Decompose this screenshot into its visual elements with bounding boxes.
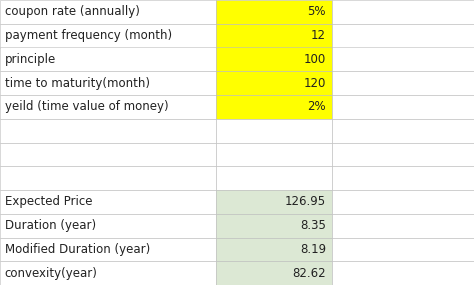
Text: 100: 100: [304, 53, 326, 66]
Bar: [332, 261, 474, 285]
Bar: [216, 166, 332, 190]
Bar: [216, 214, 332, 237]
Bar: [216, 261, 332, 285]
Text: 5%: 5%: [308, 5, 326, 18]
Bar: [332, 71, 474, 95]
Bar: [0, 0, 216, 24]
Text: 2%: 2%: [308, 100, 326, 113]
Text: payment frequency (month): payment frequency (month): [5, 29, 172, 42]
Text: 82.62: 82.62: [292, 267, 326, 280]
Text: Expected Price: Expected Price: [5, 196, 92, 208]
Bar: [0, 95, 216, 119]
Bar: [332, 0, 474, 24]
Text: convexity(year): convexity(year): [5, 267, 98, 280]
Bar: [216, 71, 332, 95]
Bar: [216, 24, 332, 48]
Bar: [0, 24, 216, 48]
Text: time to maturity(month): time to maturity(month): [5, 77, 150, 89]
Bar: [0, 71, 216, 95]
Bar: [332, 190, 474, 214]
Text: yeild (time value of money): yeild (time value of money): [5, 100, 168, 113]
Bar: [332, 166, 474, 190]
Bar: [0, 119, 216, 142]
Bar: [216, 190, 332, 214]
Bar: [0, 237, 216, 261]
Text: 8.19: 8.19: [300, 243, 326, 256]
Bar: [332, 95, 474, 119]
Text: 126.95: 126.95: [285, 196, 326, 208]
Bar: [0, 214, 216, 237]
Bar: [332, 142, 474, 166]
Bar: [332, 24, 474, 48]
Text: 8.35: 8.35: [300, 219, 326, 232]
Bar: [332, 237, 474, 261]
Bar: [0, 190, 216, 214]
Bar: [216, 0, 332, 24]
Text: Duration (year): Duration (year): [5, 219, 96, 232]
Bar: [216, 95, 332, 119]
Text: principle: principle: [5, 53, 56, 66]
Bar: [216, 142, 332, 166]
Bar: [332, 214, 474, 237]
Text: Modified Duration (year): Modified Duration (year): [5, 243, 150, 256]
Bar: [0, 142, 216, 166]
Text: coupon rate (annually): coupon rate (annually): [5, 5, 140, 18]
Bar: [0, 48, 216, 71]
Text: 120: 120: [304, 77, 326, 89]
Bar: [332, 48, 474, 71]
Bar: [332, 119, 474, 142]
Bar: [216, 237, 332, 261]
Bar: [0, 166, 216, 190]
Bar: [0, 261, 216, 285]
Text: 12: 12: [311, 29, 326, 42]
Bar: [216, 48, 332, 71]
Bar: [216, 119, 332, 142]
